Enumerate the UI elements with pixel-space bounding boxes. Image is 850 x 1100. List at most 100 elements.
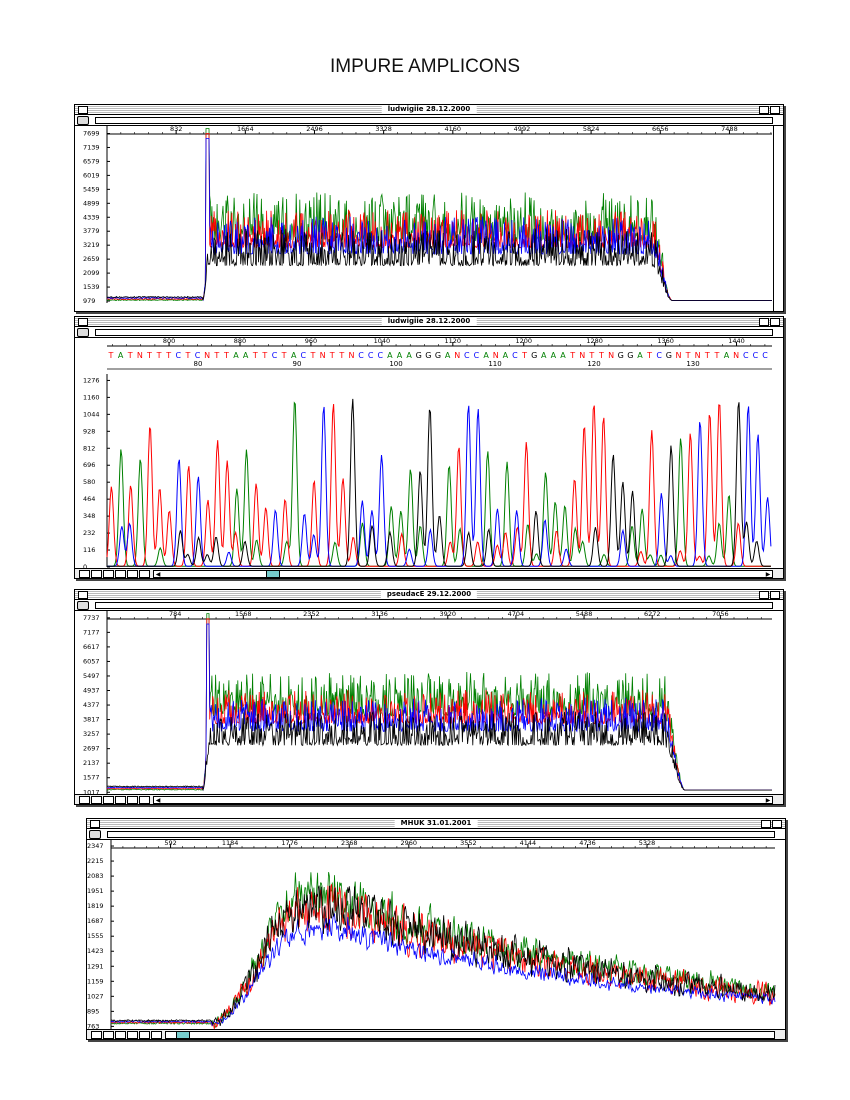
x-tick-label: 2352 (303, 610, 320, 618)
tool-icon[interactable] (103, 796, 114, 804)
scroll-left-arrow-icon[interactable]: ◀ (155, 798, 161, 804)
base-call: T (108, 351, 114, 360)
x-tick-label: 7056 (712, 610, 729, 618)
collapse-box-icon[interactable] (772, 820, 782, 828)
base-call: N (348, 351, 354, 360)
horizontal-scrollbar[interactable] (165, 1031, 775, 1039)
zoom-box-icon[interactable] (759, 591, 769, 599)
horizontal-scrollbar[interactable]: ◀ ▶ (153, 570, 773, 578)
tool-icon[interactable] (79, 570, 90, 578)
y-tick-label: 763 (87, 1022, 99, 1030)
vertical-scrollbar[interactable] (773, 126, 783, 311)
y-tick-label: 464 (83, 495, 95, 503)
y-tick-label: 895 (87, 1007, 99, 1015)
base-call: T (310, 351, 316, 360)
base-call: A (291, 351, 297, 360)
electropherogram-chart-1: 832 1664 2496 3328 4160 4992 5824 6656 7488 979 15… (83, 125, 772, 305)
tool-icon[interactable] (91, 570, 102, 578)
tool-icon[interactable] (115, 570, 126, 578)
scroll-thumb[interactable] (266, 571, 280, 577)
close-box-icon[interactable] (90, 820, 100, 828)
y-tick-label: 3257 (83, 730, 100, 738)
x-tick-label: 1360 (657, 337, 674, 345)
x-tick-label: 1568 (235, 610, 252, 618)
tool-icon[interactable] (127, 796, 138, 804)
base-call: N (204, 351, 210, 360)
tool-icon[interactable] (127, 570, 138, 578)
scroll-right-arrow-icon[interactable]: ▶ (765, 798, 771, 804)
close-box-icon[interactable] (78, 106, 88, 114)
base-call: A (397, 351, 403, 360)
x-tick-label: 5488 (576, 610, 593, 618)
tool-icon[interactable] (139, 1031, 150, 1039)
base-call: T (184, 351, 190, 360)
x-tick-label: 1120 (445, 337, 462, 345)
y-tick-label: 3219 (83, 241, 100, 249)
y-tick-label: 348 (83, 512, 95, 520)
trace-line (107, 401, 771, 567)
x-tick-label: 1184 (222, 839, 239, 847)
collapse-box-icon[interactable] (770, 591, 780, 599)
lock-icon[interactable] (77, 116, 89, 125)
tool-icon[interactable] (91, 796, 102, 804)
trace-line (106, 128, 772, 302)
x-tick-label: 3136 (371, 610, 388, 618)
base-call: A (503, 351, 509, 360)
y-tick-label: 1160 (83, 393, 100, 401)
trace-line (106, 133, 772, 301)
y-tick-label: 1423 (87, 947, 104, 955)
horizontal-scroll-track[interactable] (95, 602, 773, 609)
tool-icon[interactable] (91, 1031, 102, 1039)
zoom-box-icon[interactable] (759, 318, 769, 326)
close-box-icon[interactable] (78, 591, 88, 599)
zoom-box-icon[interactable] (761, 820, 771, 828)
base-call: C (762, 351, 768, 360)
horizontal-scroll-track[interactable] (95, 329, 773, 336)
tool-icon[interactable] (139, 796, 150, 804)
y-tick-label: 6617 (83, 643, 100, 651)
scroll-thumb[interactable] (176, 1032, 190, 1038)
y-tick-label: 4899 (83, 199, 100, 207)
base-call: T (685, 351, 691, 360)
y-tick-label: 1276 (83, 376, 100, 384)
base-call: C (512, 351, 518, 360)
horizontal-scroll-track[interactable] (107, 831, 775, 838)
base-call: C (753, 351, 759, 360)
base-call: T (569, 351, 575, 360)
electropherogram-chart-2: 800 880 960 1040 1120 1200 1280 1360 1440 0 116 232… (83, 337, 772, 571)
base-call: A (233, 351, 239, 360)
base-number-label: 130 (686, 360, 699, 368)
tool-icon[interactable] (127, 1031, 138, 1039)
scroll-left-arrow-icon[interactable]: ◀ (155, 572, 161, 578)
lock-icon[interactable] (77, 328, 89, 337)
tool-icon[interactable] (103, 1031, 114, 1039)
tool-icon[interactable] (151, 1031, 162, 1039)
base-call: A (541, 351, 547, 360)
lock-icon[interactable] (89, 830, 101, 839)
collapse-box-icon[interactable] (770, 106, 780, 114)
base-call: N (733, 351, 739, 360)
base-call: C (474, 351, 480, 360)
trace-window-4: MHUK 31.01.2001 592 1184 1776 2368 2960 3552 4… (86, 818, 786, 1040)
base-number-label: 100 (389, 360, 402, 368)
zoom-box-icon[interactable] (759, 106, 769, 114)
y-tick-label: 4339 (83, 213, 100, 221)
horizontal-scrollbar[interactable]: ◀ ▶ (153, 796, 773, 804)
horizontal-scroll-track[interactable] (95, 117, 773, 124)
scroll-right-arrow-icon[interactable]: ▶ (765, 572, 771, 578)
collapse-box-icon[interactable] (770, 318, 780, 326)
bottom-toolbar: ◀ ▶ (75, 794, 783, 804)
y-tick-label: 1555 (87, 932, 104, 940)
y-tick-label: 580 (83, 478, 95, 486)
base-call: C (301, 351, 307, 360)
tool-icon[interactable] (103, 570, 114, 578)
tool-icon[interactable] (115, 1031, 126, 1039)
base-call: N (579, 351, 585, 360)
tool-icon[interactable] (79, 796, 90, 804)
base-call: N (675, 351, 681, 360)
close-box-icon[interactable] (78, 318, 88, 326)
tool-icon[interactable] (139, 570, 150, 578)
lock-icon[interactable] (77, 601, 89, 610)
base-call: A (551, 351, 557, 360)
tool-icon[interactable] (115, 796, 126, 804)
